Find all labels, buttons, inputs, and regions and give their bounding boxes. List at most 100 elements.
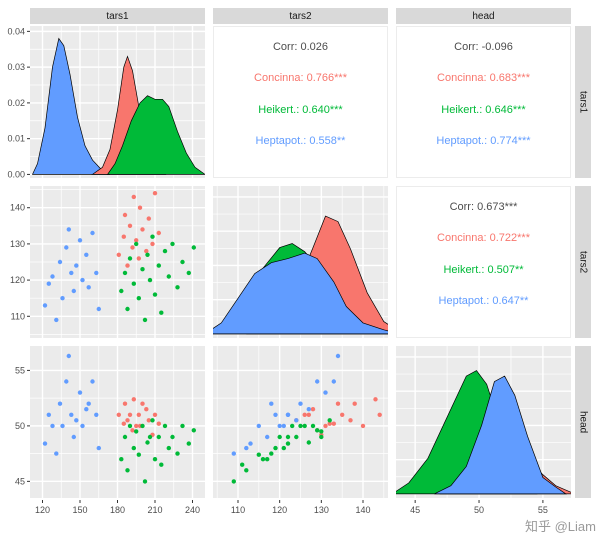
tick-label: 130 xyxy=(10,239,25,249)
data-point-Concinna xyxy=(121,234,127,239)
x-axis-tars1-ticks: 120 150 180 210 240 xyxy=(30,500,205,516)
data-point-Heikert. xyxy=(122,270,128,276)
data-point-Concinna xyxy=(127,223,133,228)
data-point-Heikert. xyxy=(150,418,155,423)
density-plot xyxy=(213,186,388,338)
data-point-Heikert. xyxy=(298,423,303,429)
y-axis: 110 120 130 140 xyxy=(10,203,30,321)
x-axis: 120 150 180 210 240 xyxy=(35,500,200,515)
data-point-Heikert. xyxy=(134,241,139,247)
data-point-Heptapot. xyxy=(96,445,102,451)
tick-label: 55 xyxy=(15,365,25,375)
data-point-Heptapot. xyxy=(306,407,311,412)
density-plot xyxy=(30,26,205,178)
corr-value: Heikert.: 0.646*** xyxy=(441,103,526,116)
panel-scatter-tars2-head xyxy=(213,346,388,498)
data-point-Heptapot. xyxy=(69,270,74,276)
data-point-Concinna xyxy=(146,216,151,221)
data-point-Heikert. xyxy=(147,434,153,440)
data-point-Heptapot. xyxy=(298,401,303,406)
tick-label: 120 xyxy=(10,275,25,285)
data-point-Concinna xyxy=(134,238,139,243)
data-point-Heptapot. xyxy=(277,423,282,429)
data-point-Heikert. xyxy=(319,434,324,440)
data-point-Heptapot. xyxy=(84,252,89,257)
panel-corr-tars1-tars2: Corr: 0.026 Concinna: 0.766*** Heikert.: 0… xyxy=(213,26,388,178)
data-point-Concinna xyxy=(348,418,353,423)
data-point-Heikert. xyxy=(175,285,180,290)
data-point-Concinna xyxy=(335,401,341,406)
data-point-Heptapot. xyxy=(80,277,85,283)
x-axis-head-ticks: 45 50 55 xyxy=(396,500,571,516)
data-point-Concinna xyxy=(327,421,332,426)
data-point-Heikert. xyxy=(159,462,164,467)
density-plot xyxy=(396,346,571,498)
panel-density-tars2 xyxy=(213,186,388,338)
data-point-Heikert. xyxy=(140,267,145,272)
data-point-Heikert. xyxy=(145,252,150,257)
data-point-Heikert. xyxy=(186,441,191,446)
data-point-Concinna xyxy=(302,412,307,417)
data-point-Heptapot. xyxy=(50,274,55,279)
data-point-Concinna xyxy=(146,418,151,423)
strip-right-head: head xyxy=(575,346,591,498)
data-point-Heptapot. xyxy=(231,451,236,456)
data-point-Heptapot. xyxy=(90,230,95,236)
data-point-Concinna xyxy=(152,412,158,417)
tick-label: 120 xyxy=(272,505,287,515)
data-point-Heptapot. xyxy=(46,281,51,286)
data-point-Concinna xyxy=(131,397,136,402)
panel-corr-tars2-head: Corr: 0.673*** Concinna: 0.722*** Heikert.… xyxy=(396,186,571,338)
data-point-Heptapot. xyxy=(269,401,274,406)
corr-value: Corr: 0.673*** xyxy=(449,201,518,213)
y-axis: 45 50 55 xyxy=(15,365,30,486)
panel-scatter-tars1-head xyxy=(30,346,205,498)
corr-value: Heikert.: 0.507** xyxy=(443,263,524,276)
data-point-Heikert. xyxy=(162,248,168,254)
data-point-Heikert. xyxy=(152,292,158,297)
data-point-Heikert. xyxy=(240,462,245,467)
tick-label: 210 xyxy=(147,505,162,515)
scatter-plot xyxy=(30,186,205,338)
data-point-Heptapot. xyxy=(54,451,59,456)
tick-label: 0.00 xyxy=(7,169,25,179)
data-point-Heptapot. xyxy=(281,423,286,429)
data-point-Heikert. xyxy=(265,457,270,462)
tick-label: 0.01 xyxy=(7,134,25,144)
data-point-Heikert. xyxy=(136,296,141,301)
density-curve-Heptapot. xyxy=(213,252,388,335)
tick-label: 150 xyxy=(72,505,87,515)
panel-density-tars1 xyxy=(30,26,205,178)
data-point-Heikert. xyxy=(147,277,153,283)
data-point-Heptapot. xyxy=(294,418,299,423)
corr-value: Corr: 0.026 xyxy=(272,41,329,53)
data-point-Heptapot. xyxy=(84,407,89,412)
data-point-Heptapot. xyxy=(335,353,341,359)
tick-label: 130 xyxy=(314,505,329,515)
data-point-Concinna xyxy=(156,421,161,426)
data-point-Heikert. xyxy=(273,445,278,451)
data-point-Heikert. xyxy=(256,452,261,457)
data-point-Heikert. xyxy=(327,418,332,423)
tick-label: 110 xyxy=(231,505,245,515)
data-point-Heikert. xyxy=(119,457,124,462)
y-axis-tars2-ticks: 110 120 130 140 xyxy=(0,186,30,338)
y-axis-density-ticks: 0.00 0.01 0.02 0.03 0.04 xyxy=(0,26,30,179)
data-point-Heikert. xyxy=(186,270,191,276)
data-point-Concinna xyxy=(125,263,130,268)
panel-corr-tars1-head: Corr: -0.096 Concinna: 0.683*** Heikert.: … xyxy=(396,26,571,178)
data-point-Heikert. xyxy=(170,434,175,440)
strip-top-tars1: tars1 xyxy=(30,8,205,24)
data-point-Concinna xyxy=(130,428,135,433)
data-point-Heikert. xyxy=(150,234,155,239)
data-point-Heikert. xyxy=(180,423,185,429)
tick-label: 0.04 xyxy=(7,26,25,36)
strip-right-tars1: tars1 xyxy=(575,26,591,178)
data-point-Heikert. xyxy=(140,423,145,429)
data-point-Concinna xyxy=(122,212,128,218)
data-point-Heikert. xyxy=(159,310,164,315)
data-point-Heptapot. xyxy=(273,412,278,417)
corr-value: Heptapot.: 0.558** xyxy=(255,134,346,147)
data-point-Concinna xyxy=(125,418,130,423)
data-point-Heptapot. xyxy=(94,270,99,276)
